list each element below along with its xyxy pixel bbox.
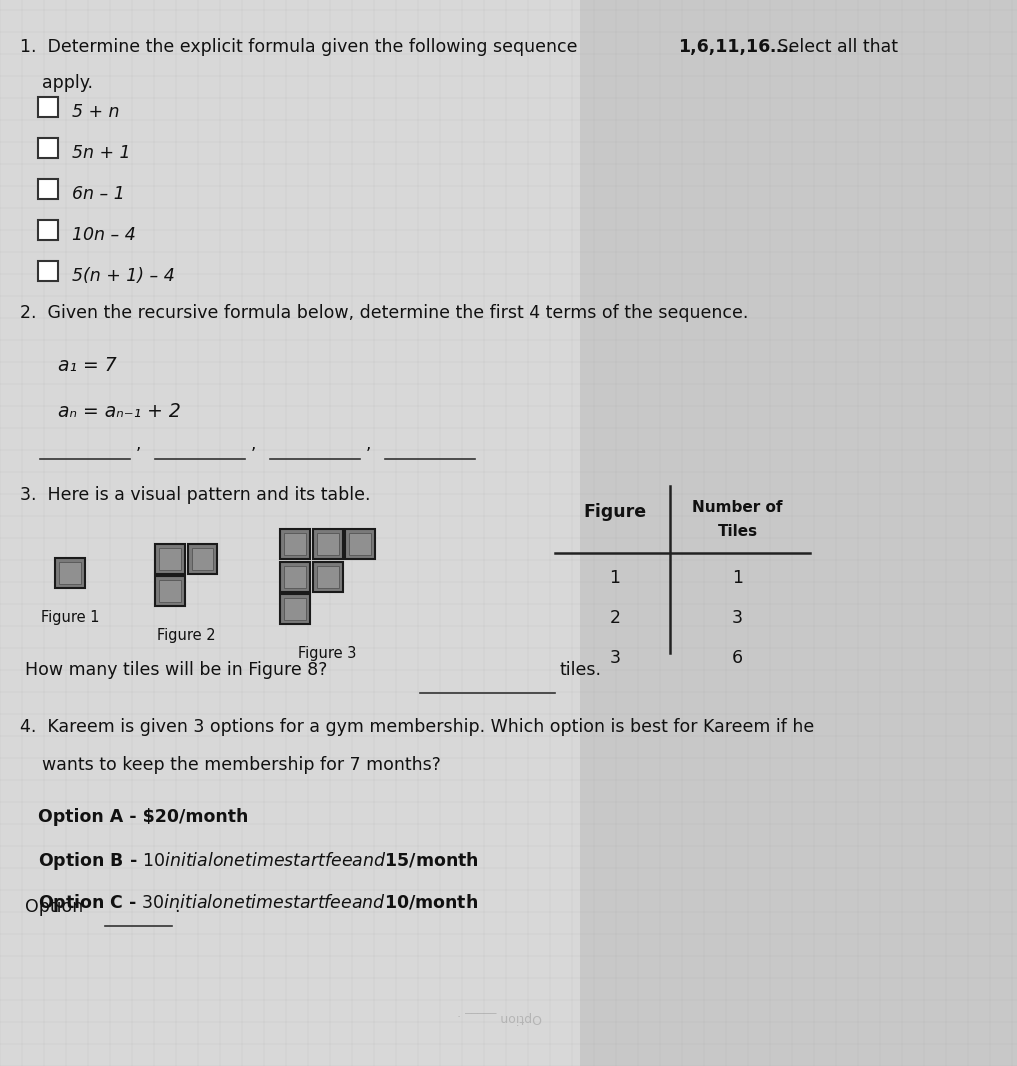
Text: ,: ,: [136, 435, 141, 453]
Text: ,: ,: [366, 435, 371, 453]
Text: Option: Option: [25, 898, 83, 916]
Bar: [316, 565, 339, 587]
Text: How many tiles will be in Figure 8?: How many tiles will be in Figure 8?: [25, 661, 327, 679]
Text: Figure 2: Figure 2: [157, 628, 216, 643]
Text: 3: 3: [732, 609, 743, 627]
Bar: [345, 529, 375, 559]
Text: Figure 1: Figure 1: [41, 610, 100, 625]
Bar: [155, 544, 185, 574]
Text: Option _____ .: Option _____ .: [458, 1011, 542, 1024]
Text: 5n + 1: 5n + 1: [72, 144, 130, 162]
Bar: [312, 529, 343, 559]
Bar: [59, 562, 81, 584]
Text: Number of: Number of: [693, 500, 783, 515]
Text: Option C - $30 initial one time start fee and $10/month: Option C - $30 initial one time start fe…: [38, 892, 478, 914]
Text: Figure: Figure: [584, 503, 647, 521]
Text: 2.  Given the recursive formula below, determine the first 4 terms of the sequen: 2. Given the recursive formula below, de…: [20, 304, 749, 322]
Bar: [155, 576, 185, 605]
Bar: [187, 544, 218, 574]
Text: Option A - $20/month: Option A - $20/month: [38, 808, 248, 826]
Bar: [38, 138, 58, 158]
Text: aₙ = aₙ₋₁ + 2: aₙ = aₙ₋₁ + 2: [58, 402, 181, 421]
Text: Tiles: Tiles: [717, 524, 758, 539]
Bar: [284, 533, 306, 555]
Bar: [55, 558, 85, 588]
Bar: [38, 179, 58, 199]
Text: 1: 1: [732, 569, 743, 587]
Bar: [280, 529, 310, 559]
Bar: [312, 562, 343, 592]
Text: 1: 1: [609, 569, 620, 587]
Text: 3: 3: [609, 649, 620, 667]
Bar: [349, 533, 371, 555]
Text: a₁ = 7: a₁ = 7: [58, 356, 117, 375]
Bar: [280, 594, 310, 624]
Text: wants to keep the membership for 7 months?: wants to keep the membership for 7 month…: [20, 756, 441, 774]
Text: 1.  Determine the explicit formula given the following sequence: 1. Determine the explicit formula given …: [20, 38, 583, 56]
Bar: [284, 565, 306, 587]
Text: 5(n + 1) – 4: 5(n + 1) – 4: [72, 266, 175, 285]
Text: Figure 3: Figure 3: [298, 646, 357, 661]
Bar: [38, 220, 58, 240]
Bar: [38, 97, 58, 117]
Text: .: .: [174, 898, 179, 916]
Text: 6n – 1: 6n – 1: [72, 185, 125, 203]
Text: tiles.: tiles.: [560, 661, 602, 679]
Text: 6: 6: [732, 649, 743, 667]
Bar: [0, 0, 580, 1066]
Bar: [191, 548, 214, 569]
Text: ,: ,: [251, 435, 256, 453]
Bar: [280, 562, 310, 592]
Text: 4.  Kareem is given 3 options for a gym membership. Which option is best for Kar: 4. Kareem is given 3 options for a gym m…: [20, 718, 815, 736]
Bar: [159, 548, 181, 569]
Text: 2: 2: [609, 609, 620, 627]
Bar: [316, 533, 339, 555]
Text: 3.  Here is a visual pattern and its table.: 3. Here is a visual pattern and its tabl…: [20, 486, 370, 504]
Bar: [159, 580, 181, 602]
Text: apply.: apply.: [20, 74, 93, 92]
Text: Option B - $10 initial one time start fee and $15/month: Option B - $10 initial one time start fe…: [38, 850, 479, 872]
Text: 1,6,11,16….: 1,6,11,16….: [678, 38, 794, 56]
Text: Select all that: Select all that: [772, 38, 898, 56]
Text: 5 + n: 5 + n: [72, 103, 120, 122]
Bar: [284, 598, 306, 620]
Bar: [38, 261, 58, 281]
Text: 10n – 4: 10n – 4: [72, 226, 135, 244]
